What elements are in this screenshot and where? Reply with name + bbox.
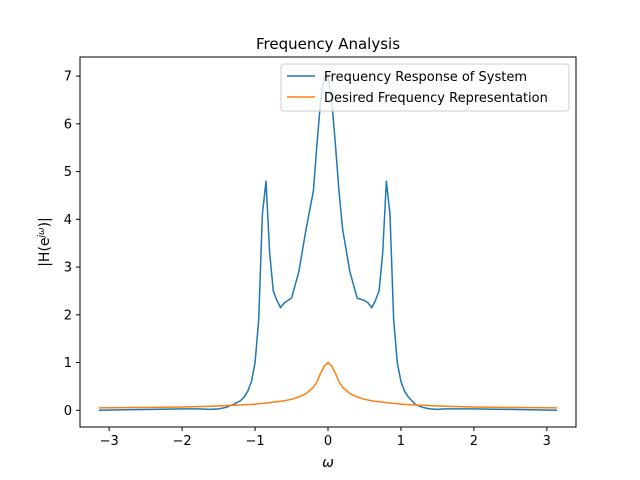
y-tick-label: 1 <box>64 356 72 371</box>
legend: Frequency Response of System Desired Fre… <box>280 63 570 112</box>
y-axis-label-main: |H(e <box>37 237 53 266</box>
x-tick-label: −1 <box>245 434 264 449</box>
series-line-1 <box>98 361 558 409</box>
x-tick-label: 2 <box>470 434 478 449</box>
y-tick-label: 6 <box>64 117 72 132</box>
y-tick-label: 5 <box>64 165 72 180</box>
y-tick-label: 3 <box>64 261 72 276</box>
x-tick-label: −3 <box>100 434 119 449</box>
y-tick-label: 4 <box>64 213 72 228</box>
y-axis-label-end: )| <box>37 217 53 227</box>
series-line-0 <box>98 75 558 412</box>
x-tick-label: −2 <box>173 434 192 449</box>
legend-label-system: Frequency Response of System <box>324 70 527 85</box>
x-tick-label: 0 <box>324 434 332 449</box>
plot-lines <box>98 75 558 412</box>
legend-box <box>280 63 570 112</box>
plot-frame <box>79 56 577 428</box>
y-tick-label: 7 <box>64 70 72 85</box>
x-axis-ticks: −3 −2 −1 0 1 2 3 <box>100 427 551 449</box>
x-tick-label: 3 <box>543 434 551 449</box>
x-tick-label: 1 <box>397 434 405 449</box>
y-tick-label: 0 <box>64 404 72 419</box>
legend-label-desired: Desired Frequency Representation <box>324 91 548 106</box>
y-tick-label: 2 <box>64 308 72 323</box>
x-axis-label: ω <box>322 455 334 471</box>
chart-title: Frequency Analysis <box>256 35 400 53</box>
y-axis-label: |H(ejω)| <box>37 217 53 267</box>
y-axis-label-superscript: jω <box>37 227 47 240</box>
y-axis-ticks: 0 1 2 3 4 5 6 7 <box>64 70 80 419</box>
